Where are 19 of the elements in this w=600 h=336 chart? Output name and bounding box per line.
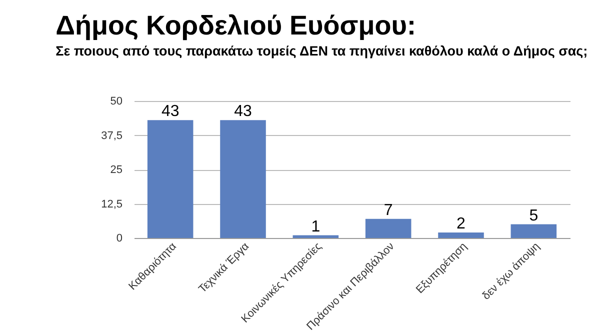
data-label: 2 — [456, 216, 466, 233]
data-label: 43 — [161, 103, 180, 120]
y-tick-label: 0 — [116, 232, 122, 244]
data-label: 5 — [529, 207, 538, 224]
bar — [510, 224, 557, 238]
y-tick-label: 12,5 — [101, 198, 122, 210]
chart-title: Δήμος Κορδελιού Ευόσμου: — [56, 10, 416, 40]
data-label: 43 — [234, 103, 252, 120]
bar — [220, 120, 266, 238]
chart-subtitle: Σε ποιους από τους παρακάτω τομείς ΔΕΝ τα πηγαίνει καθόλου καλά ο Δήμος σας; — [56, 44, 588, 58]
bar — [147, 120, 194, 238]
data-label: 1 — [311, 218, 320, 236]
y-tick-label: 50 — [110, 96, 122, 108]
data-label: 7 — [384, 202, 393, 219]
y-tick-label: 37,5 — [101, 130, 122, 142]
y-tick-label: 25 — [110, 164, 122, 176]
bar — [365, 218, 412, 238]
bar — [292, 235, 339, 238]
bar — [438, 232, 484, 238]
